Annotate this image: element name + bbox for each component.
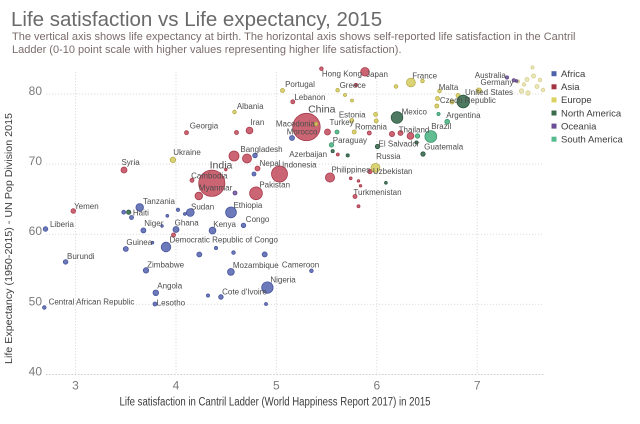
svg-text:Sudan: Sudan — [191, 203, 214, 212]
svg-text:Democratic Republic of Congo: Democratic Republic of Congo — [169, 236, 278, 245]
svg-text:Life satisfaction in Cantril L: Life satisfaction in Cantril Ladder (Wor… — [120, 396, 431, 408]
svg-text:Zimbabwe: Zimbabwe — [147, 261, 184, 270]
svg-text:Ethiopia: Ethiopia — [233, 201, 262, 210]
svg-text:Georgia: Georgia — [190, 122, 219, 131]
svg-text:Nigeria: Nigeria — [270, 275, 296, 284]
svg-text:Bangladesh: Bangladesh — [240, 145, 282, 154]
svg-text:5: 5 — [273, 379, 280, 393]
svg-text:Uzbekistan: Uzbekistan — [373, 167, 413, 176]
svg-text:Albania: Albania — [237, 102, 264, 111]
svg-text:80: 80 — [29, 84, 43, 98]
svg-text:Germany: Germany — [481, 78, 514, 87]
svg-text:Yemen: Yemen — [74, 202, 99, 211]
svg-text:Myanmar: Myanmar — [199, 184, 233, 193]
svg-text:Life Expectancy (1950-2015) -: Life Expectancy (1950-2015) - UN Pop Div… — [3, 113, 15, 364]
svg-text:Macedonia: Macedonia — [276, 120, 316, 129]
svg-text:Iran: Iran — [251, 118, 265, 127]
svg-text:China: China — [308, 104, 336, 116]
svg-text:Japan: Japan — [366, 70, 388, 79]
svg-text:Oceania: Oceania — [561, 121, 597, 132]
svg-text:Pakistan: Pakistan — [259, 181, 290, 190]
svg-text:Burundi: Burundi — [67, 252, 95, 261]
svg-text:Romania: Romania — [355, 123, 388, 132]
svg-text:El Salvador: El Salvador — [379, 140, 420, 149]
svg-text:Paraguay: Paraguay — [333, 136, 367, 145]
svg-text:7: 7 — [474, 379, 481, 393]
svg-text:Czech Republic: Czech Republic — [440, 96, 496, 105]
svg-text:Nepal: Nepal — [260, 159, 281, 168]
svg-text:South America: South America — [561, 135, 623, 146]
svg-text:The vertical axis shows life e: The vertical axis shows life expectancy … — [12, 31, 576, 43]
svg-text:Estonia: Estonia — [339, 111, 366, 120]
svg-text:Lesotho: Lesotho — [157, 298, 186, 307]
svg-text:Tanzania: Tanzania — [143, 197, 176, 206]
svg-text:Philippines: Philippines — [331, 166, 370, 175]
svg-text:40: 40 — [29, 365, 43, 379]
svg-text:Africa: Africa — [561, 69, 586, 80]
svg-text:50: 50 — [29, 294, 43, 308]
svg-text:Lebanon: Lebanon — [294, 93, 325, 102]
svg-text:Australia: Australia — [475, 71, 507, 80]
svg-text:Indonesia: Indonesia — [282, 161, 317, 170]
svg-text:Liberia: Liberia — [50, 220, 75, 229]
svg-text:70: 70 — [29, 154, 43, 168]
svg-text:6: 6 — [373, 379, 380, 393]
svg-text:Malta: Malta — [439, 83, 459, 92]
svg-text:60: 60 — [29, 224, 43, 238]
svg-text:France: France — [412, 71, 437, 80]
svg-text:Greece: Greece — [340, 81, 367, 90]
svg-text:Argentina: Argentina — [446, 111, 481, 120]
svg-text:Cameroon: Cameroon — [282, 261, 319, 270]
svg-text:Kenya: Kenya — [213, 220, 236, 229]
svg-text:Turkey: Turkey — [330, 118, 354, 127]
svg-text:Syria: Syria — [121, 158, 140, 167]
svg-text:Hong Kong: Hong Kong — [322, 70, 362, 79]
svg-text:Mozambique: Mozambique — [233, 261, 279, 270]
svg-text:Central African Republic: Central African Republic — [49, 298, 135, 307]
svg-text:Ladder (0-10 point scale with: Ladder (0-10 point scale with higher val… — [12, 44, 402, 56]
svg-text:Niger: Niger — [144, 219, 163, 228]
svg-text:Azerbaijan: Azerbaijan — [289, 150, 327, 159]
svg-text:Guinea: Guinea — [126, 238, 152, 247]
svg-text:Ukraine: Ukraine — [173, 148, 201, 157]
svg-text:Mexico: Mexico — [402, 108, 428, 117]
svg-text:North America: North America — [561, 108, 622, 119]
svg-text:Angola: Angola — [157, 281, 182, 290]
svg-text:India: India — [210, 159, 233, 171]
svg-text:3: 3 — [72, 379, 79, 393]
svg-text:Life satisfaction vs Life expe: Life satisfaction vs Life expectancy, 20… — [11, 8, 382, 31]
svg-text:Ghana: Ghana — [175, 219, 200, 228]
svg-text:4: 4 — [173, 379, 180, 393]
svg-text:Turkmenistan: Turkmenistan — [353, 188, 401, 197]
svg-text:Cote d'Ivoire: Cote d'Ivoire — [222, 288, 267, 297]
svg-text:Guatemala: Guatemala — [424, 142, 464, 151]
svg-text:Thailand: Thailand — [399, 125, 430, 134]
svg-text:Congo: Congo — [246, 215, 270, 224]
svg-text:Morocco: Morocco — [287, 128, 318, 137]
svg-text:Haiti: Haiti — [133, 209, 149, 218]
svg-text:Russia: Russia — [376, 152, 401, 161]
svg-text:Asia: Asia — [561, 82, 580, 93]
svg-text:Europe: Europe — [561, 95, 592, 106]
svg-text:Portugal: Portugal — [285, 80, 315, 89]
svg-text:Cambodia: Cambodia — [191, 172, 228, 181]
svg-text:Brazil: Brazil — [431, 122, 451, 131]
svg-text:United States: United States — [465, 88, 513, 97]
